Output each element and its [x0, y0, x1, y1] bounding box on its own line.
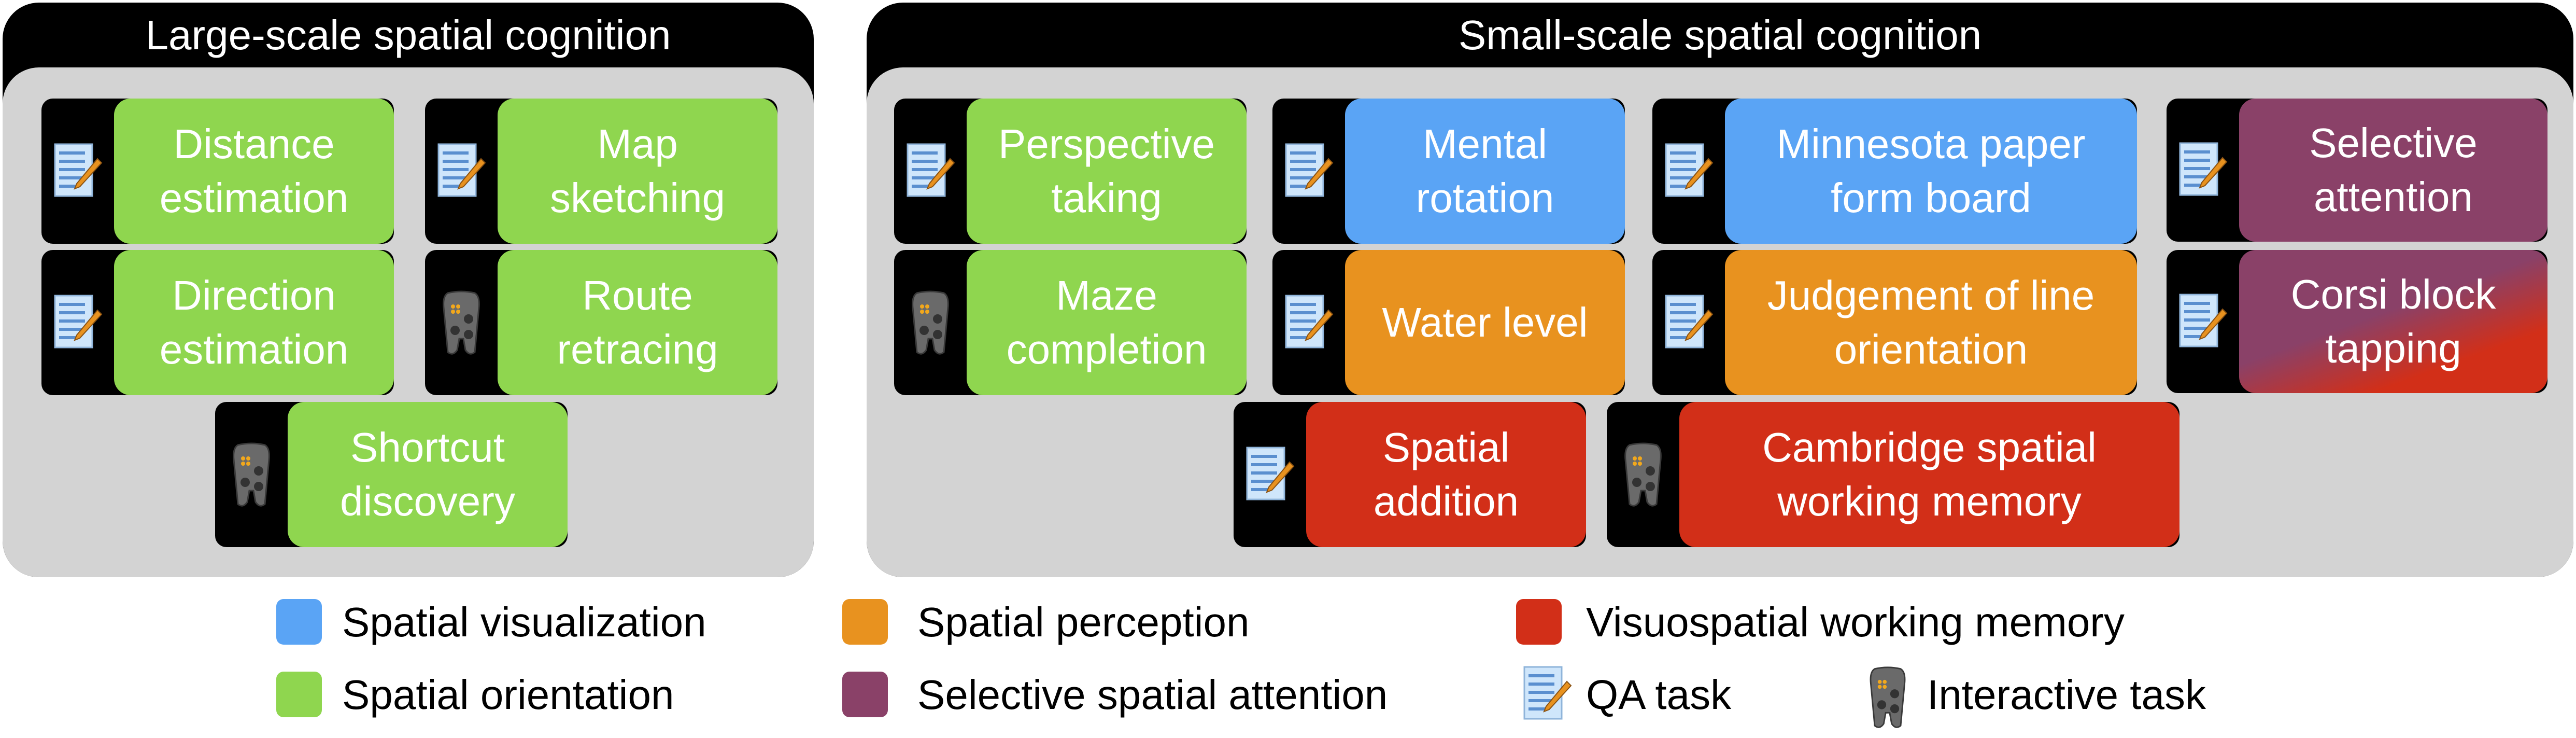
- task-label: Corsi block tapping: [2239, 250, 2547, 393]
- legend-label-visuospatial-working-memory: Visuospatial working memory: [1586, 599, 2125, 645]
- legend-label-spatial-visualization: Spatial visualization: [342, 599, 706, 645]
- gamepad-icon: [904, 284, 956, 361]
- qa-document-icon: [52, 284, 104, 361]
- task-tile-judgement-of-line-orientation: Judgement of line orientation: [1652, 250, 2137, 395]
- panel-title-small: Small-scale spatial cognition: [1458, 11, 1982, 58]
- qa-document-icon: [1663, 284, 1715, 361]
- task-label: Maze completion: [967, 250, 1247, 395]
- task-label: Perspective taking: [967, 99, 1247, 244]
- legend-label-selective-spatial-attention: Selective spatial attention: [917, 672, 1388, 718]
- task-label: Minnesota paper form board: [1725, 99, 2137, 244]
- qa-document-icon: [1283, 284, 1335, 361]
- task-label: Judgement of line orientation: [1725, 250, 2137, 395]
- legend-swatch-visuospatial-working-memory: [1516, 599, 1562, 645]
- task-label: Distance estimation: [114, 99, 394, 244]
- task-tile-shortcut-discovery: Shortcut discovery: [215, 402, 568, 547]
- legend-label-spatial-orientation: Spatial orientation: [342, 672, 674, 718]
- task-tile-perspective-taking: Perspective taking: [894, 99, 1247, 244]
- qa-document-icon: [2177, 131, 2229, 209]
- legend-swatch-spatial-orientation: [276, 672, 322, 717]
- task-label: Spatial addition: [1306, 402, 1586, 547]
- task-tile-distance-estimation: Distance estimation: [41, 99, 394, 244]
- qa-document-icon: [1521, 663, 1573, 725]
- gamepad-icon: [225, 436, 277, 513]
- task-label: Shortcut discovery: [288, 402, 568, 547]
- task-tile-cambridge-spatial-working-memory: Cambridge spatial working memory: [1607, 402, 2179, 547]
- task-label: Route retracing: [498, 250, 777, 395]
- legend-label-interactive-task: Interactive task: [1927, 672, 2206, 718]
- task-label: Cambridge spatial working memory: [1679, 402, 2179, 547]
- qa-document-icon: [904, 132, 956, 210]
- legend-label-spatial-perception: Spatial perception: [917, 599, 1250, 645]
- task-tile-map-sketching: Map sketching: [425, 99, 777, 244]
- panel-title-large: Large-scale spatial cognition: [145, 11, 671, 58]
- qa-document-icon: [435, 132, 487, 210]
- task-label: Map sketching: [498, 99, 777, 244]
- qa-document-icon: [2177, 283, 2229, 360]
- task-tile-spatial-addition: Spatial addition: [1234, 402, 1586, 547]
- task-label: Selective attention: [2239, 99, 2547, 242]
- task-tile-minnesota-paper-form-board: Minnesota paper form board: [1652, 99, 2137, 244]
- qa-document-icon: [1663, 132, 1715, 210]
- gamepad-icon: [435, 284, 487, 361]
- task-tile-water-level: Water level: [1272, 250, 1625, 395]
- qa-document-icon: [1283, 132, 1335, 210]
- legend-swatch-spatial-perception: [842, 599, 888, 645]
- task-label: Water level: [1345, 250, 1625, 395]
- task-tile-route-retracing: Route retracing: [425, 250, 777, 395]
- task-tile-corsi-block-tapping: Corsi block tapping: [2167, 250, 2547, 393]
- gamepad-icon: [1867, 665, 1908, 730]
- task-tile-maze-completion: Maze completion: [894, 250, 1247, 395]
- gamepad-icon: [1617, 436, 1669, 513]
- task-label: Direction estimation: [114, 250, 394, 395]
- qa-document-icon: [52, 132, 104, 210]
- qa-document-icon: [1244, 436, 1296, 513]
- task-tile-direction-estimation: Direction estimation: [41, 250, 394, 395]
- task-tile-mental-rotation: Mental rotation: [1272, 99, 1625, 244]
- legend-swatch-selective-spatial-attention: [842, 672, 888, 717]
- legend-label-qa-task: QA task: [1586, 672, 1732, 718]
- task-label: Mental rotation: [1345, 99, 1625, 244]
- task-tile-selective-attention: Selective attention: [2167, 99, 2547, 242]
- legend-swatch-spatial-visualization: [276, 599, 322, 645]
